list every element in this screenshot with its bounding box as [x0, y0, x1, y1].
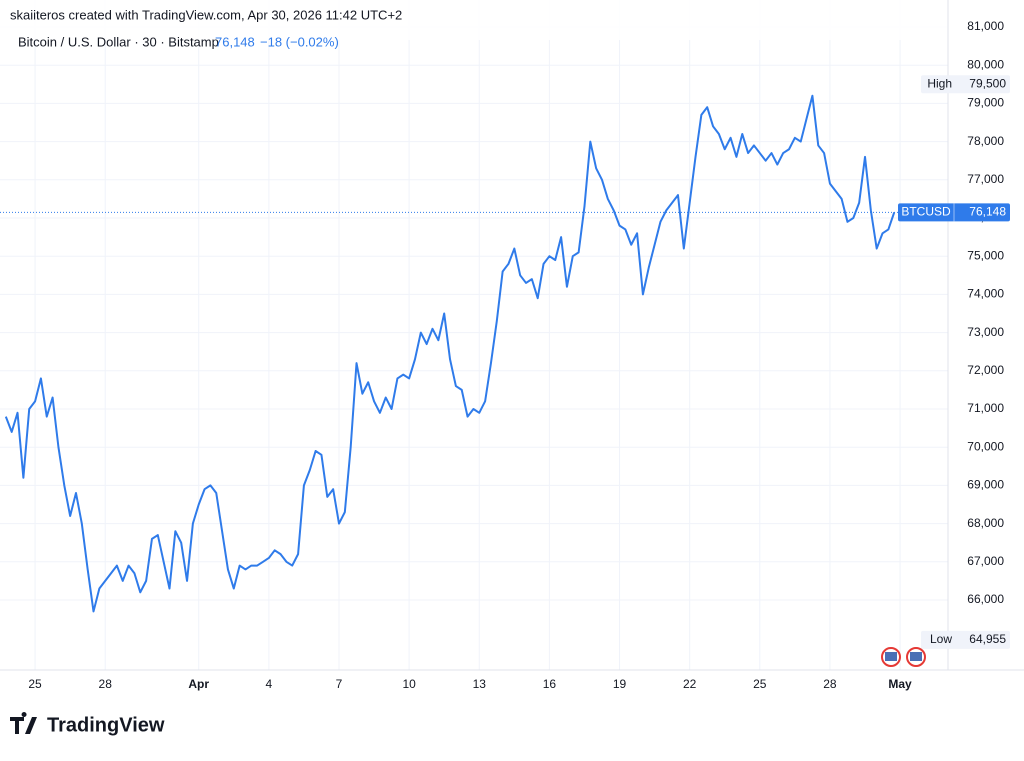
x-tick-label: Apr	[188, 677, 209, 691]
y-tick-label: 81,000	[967, 19, 1004, 33]
logo: TradingView	[10, 712, 165, 736]
y-tick-label: 75,000	[967, 248, 1004, 262]
x-tick-label: 13	[473, 677, 487, 691]
legend-change: −18 (−0.02%)	[260, 34, 339, 49]
grid	[0, 0, 948, 670]
x-tick-label: 10	[402, 677, 416, 691]
symbol: Bitcoin / U.S. Dollar · 30 · Bitstamp	[18, 34, 219, 49]
annotation-value: 64,955	[969, 632, 1006, 646]
annotation-value: 79,500	[969, 76, 1006, 90]
credit: skaiiteros created with TradingView.com,…	[10, 7, 402, 22]
y-tick-label: 78,000	[967, 134, 1004, 148]
legend-price: 76,148	[215, 34, 255, 49]
y-tick-label: 71,000	[967, 401, 1004, 415]
y-tick-label: 68,000	[967, 516, 1004, 530]
plot	[0, 94, 948, 613]
y-tick-label: 73,000	[967, 325, 1004, 339]
x-tick-label: May	[888, 677, 912, 691]
x-tick-label: 19	[613, 677, 627, 691]
y-tick-label: 77,000	[967, 172, 1004, 186]
annotation-tag	[921, 75, 1010, 94]
x-tick-label: 4	[266, 677, 273, 691]
y-tick-label: 72,000	[967, 363, 1004, 377]
y-tick-label: 80,000	[967, 57, 1004, 71]
logo-icon	[10, 712, 37, 734]
y-tick-label: 69,000	[967, 478, 1004, 492]
logo-text: TradingView	[47, 714, 165, 736]
x-tick-label: 7	[336, 677, 343, 691]
last-price-value: 76,148	[969, 205, 1006, 219]
x-tick-label: 28	[99, 677, 113, 691]
y-tick-label: 74,000	[967, 287, 1004, 301]
event-icon-flag	[885, 652, 897, 661]
x-tick-label: 25	[753, 677, 767, 691]
annotation-text: High	[927, 76, 952, 90]
header-bg	[0, 0, 1024, 40]
annotation-text: Low	[930, 632, 952, 646]
y-tick-label: 70,000	[967, 439, 1004, 453]
x-tick-label: 28	[823, 677, 837, 691]
y-tick-label: 67,000	[967, 554, 1004, 568]
y-tick-label: 79,000	[967, 96, 1004, 110]
event-icon-flag	[910, 652, 922, 661]
price-line	[4, 94, 896, 613]
y-tick-label: 66,000	[967, 592, 1004, 606]
axes: 66,000 67,000 68,000 69,000 70,000 71,000 72,0…	[0, 0, 1024, 691]
x-tick-label: 25	[28, 677, 42, 691]
last-price-symbol: BTCUSD	[901, 205, 951, 219]
x-tick-label: 22	[683, 677, 697, 691]
annotation-tag	[921, 630, 1010, 649]
x-tick-label: 16	[543, 677, 557, 691]
